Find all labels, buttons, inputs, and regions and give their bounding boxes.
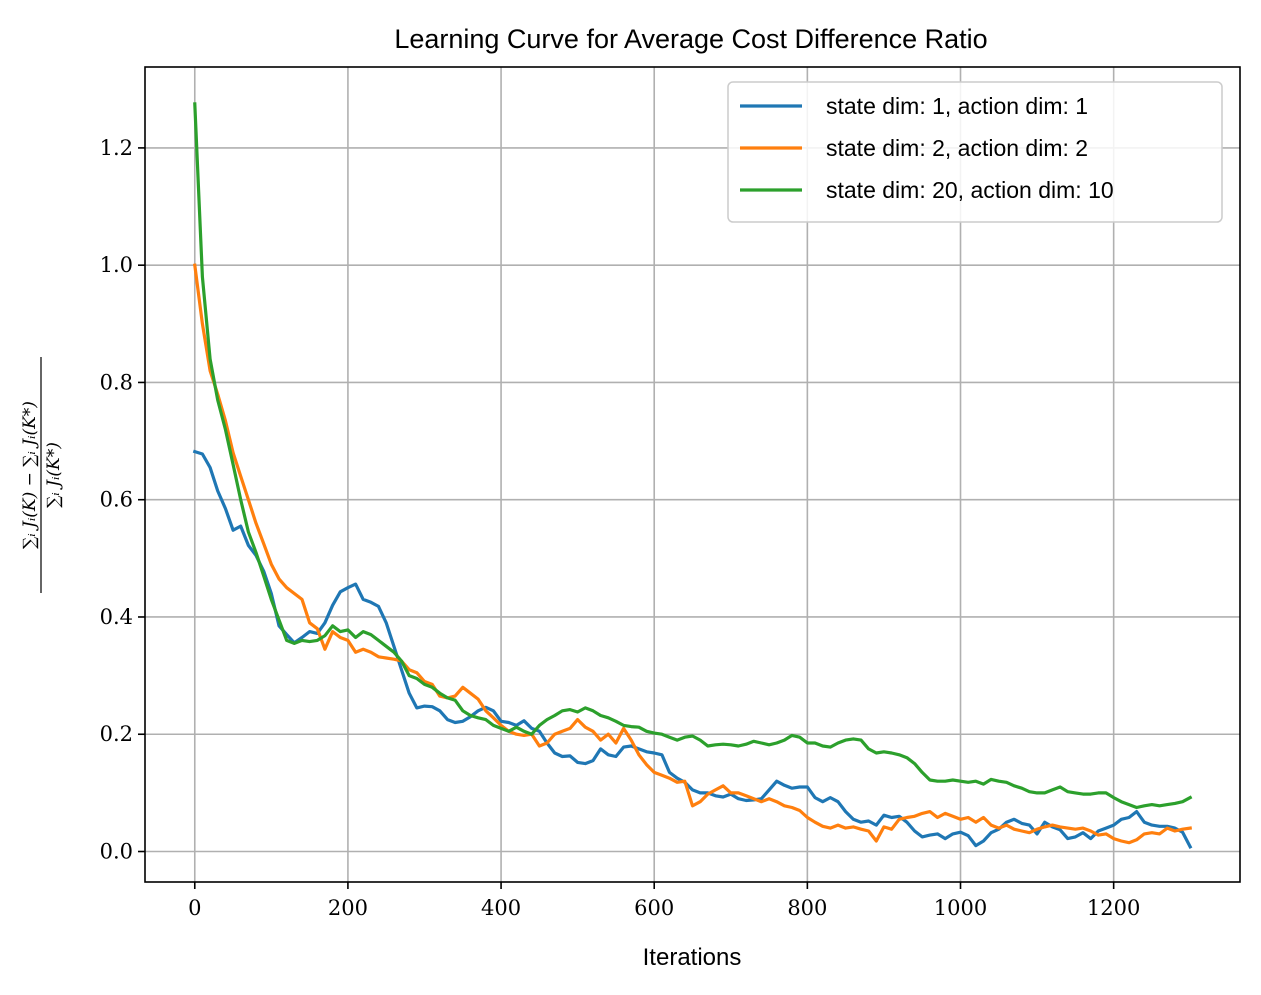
y-tick-label: 0.8 [100,370,133,394]
y-axis-label-numerator: ∑ᵢ Jᵢ(K) − ∑ᵢ Jᵢ(K*) [20,401,40,549]
x-tick-label: 1200 [1087,896,1140,920]
x-tick-label: 800 [787,896,827,920]
plot-frame [144,66,1241,883]
y-tick-label: 1.0 [100,253,133,277]
x-tick-label: 200 [328,896,368,920]
x-tick-label: 600 [634,896,674,920]
legend-label-1: state dim: 1, action dim: 1 [826,93,1088,119]
x-tick-label: 0 [188,896,201,920]
x-tick-label: 1000 [934,896,987,920]
legend-label-2: state dim: 2, action dim: 2 [826,135,1088,161]
chart-title: Learning Curve for Average Cost Differen… [394,24,987,54]
y-tick-label: 1.2 [100,136,133,160]
y-tick-label: 0.0 [100,840,133,864]
series-line-3 [193,102,1193,810]
grid [145,67,1240,882]
y-axis-ticks: 0.0 0.2 0.4 0.6 0.8 1.0 1.2 [100,136,145,864]
legend: state dim: 1, action dim: 1 state dim: 2,… [727,81,1223,223]
legend-label-3: state dim: 20, action dim: 10 [826,177,1114,203]
y-tick-label: 0.2 [100,722,133,746]
series-line-2 [193,263,1193,845]
y-tick-label: 0.4 [100,605,133,629]
legend-box [727,81,1223,223]
series-layer [192,102,1193,849]
x-axis-label: Iterations [643,944,742,971]
y-axis-label-denominator: ∑ᵢ Jᵢ(K*) [44,442,64,508]
x-tick-label: 400 [481,896,521,920]
y-axis-label: ∑ᵢ Jᵢ(K) − ∑ᵢ Jᵢ(K*) ∑ᵢ Jᵢ(K*) [20,357,64,593]
y-tick-label: 0.6 [100,488,133,512]
x-axis-ticks: 0 200 400 600 800 1000 1200 [188,882,1140,920]
series-line-1 [192,449,1193,849]
